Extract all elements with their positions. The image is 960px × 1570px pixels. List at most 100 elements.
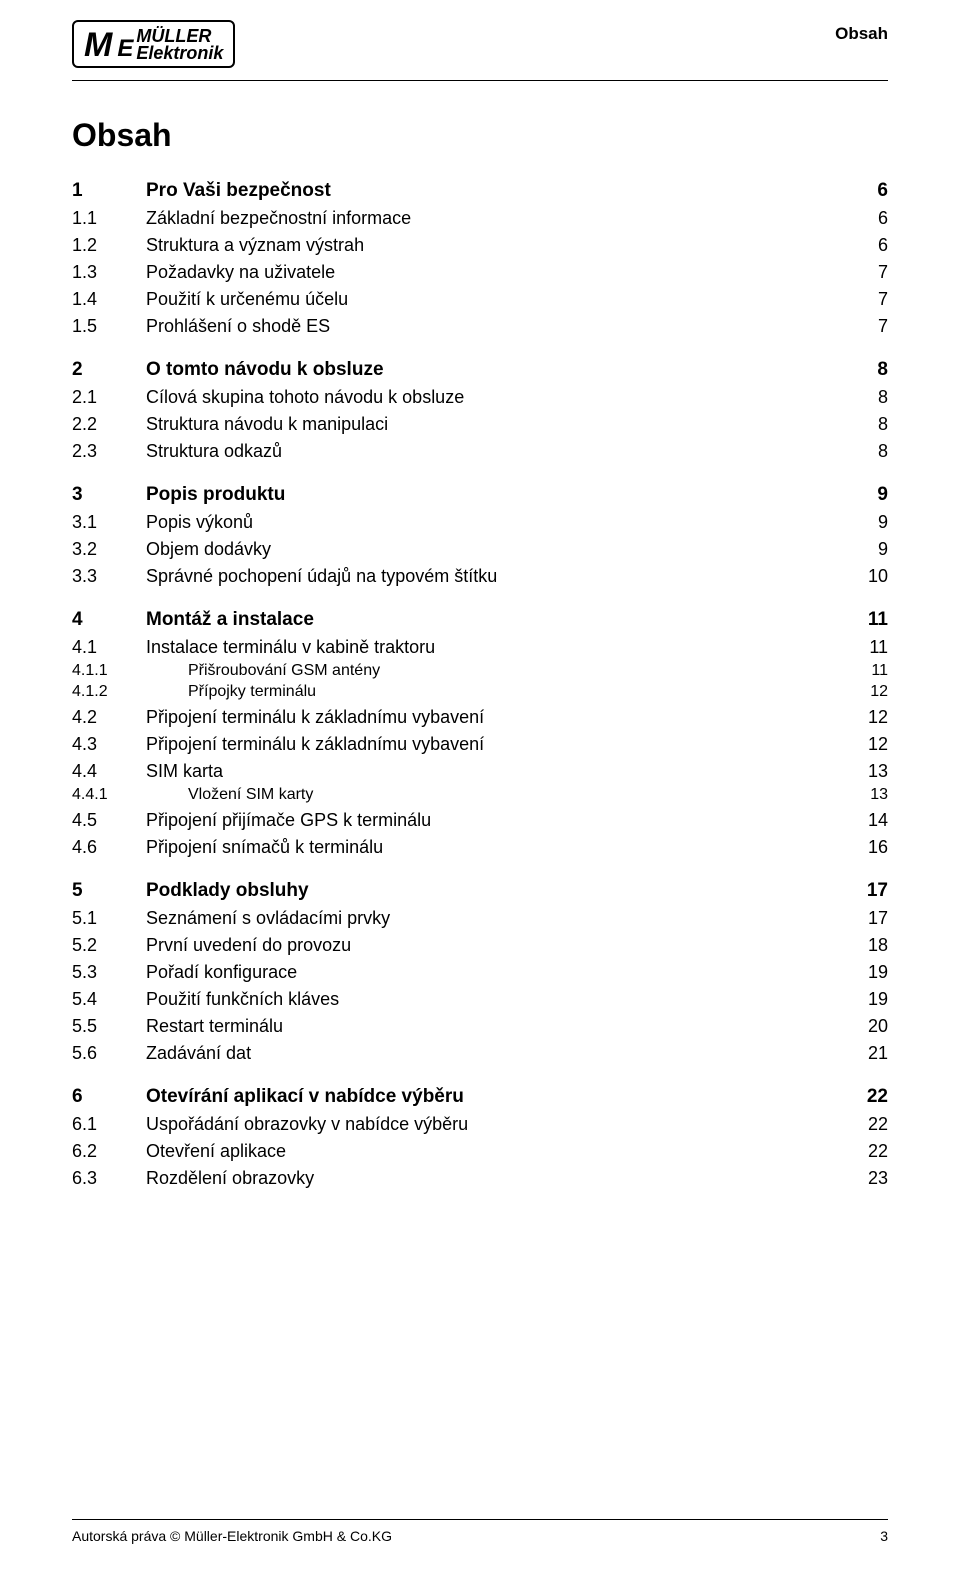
toc-row: 4.4.1Vložení SIM karty 13 xyxy=(72,786,888,804)
toc-page: 11 xyxy=(848,637,888,658)
logo-letter-e: E xyxy=(117,37,132,61)
toc-page: 11 xyxy=(848,609,888,631)
toc-title: Otevření aplikace xyxy=(146,1141,286,1161)
toc-page: 23 xyxy=(848,1168,888,1189)
toc-number: 2.3 xyxy=(72,441,146,462)
toc-number: 4.5 xyxy=(72,810,146,831)
toc-row: 4.2Připojení terminálu k základnímu vyba… xyxy=(72,707,888,728)
toc-page: 8 xyxy=(848,387,888,408)
toc-title: Vložení SIM karty xyxy=(146,786,313,804)
toc-page: 14 xyxy=(848,810,888,831)
toc-entry-left: 5.1Seznámení s ovládacími prvky xyxy=(72,908,390,929)
toc-number: 4.1.1 xyxy=(72,662,146,680)
toc-entry-left: 4.1.1Přišroubování GSM antény xyxy=(72,662,380,680)
toc-number: 5.5 xyxy=(72,1016,146,1037)
toc-title: Podklady obsluhy xyxy=(146,880,309,901)
toc-title: Pro Vaši bezpečnost xyxy=(146,180,331,201)
footer-row: Autorská práva © Müller-Elektronik GmbH … xyxy=(72,1528,888,1544)
toc-row: 1.2Struktura a význam výstrah6 xyxy=(72,235,888,256)
toc-number: 1.5 xyxy=(72,316,146,337)
toc-entry-left: 4.1.2Přípojky terminálu xyxy=(72,683,316,701)
toc-title: Restart terminálu xyxy=(146,1016,283,1036)
toc-row: 5.2První uvedení do provozu 18 xyxy=(72,935,888,956)
toc-title: Připojení snímačů k terminálu xyxy=(146,837,383,857)
toc-row: 4Montáž a instalace11 xyxy=(72,609,888,631)
toc-entry-left: 2O tomto návodu k obsluze xyxy=(72,359,384,381)
toc-entry-left: 6Otevírání aplikací v nabídce výběru xyxy=(72,1086,464,1108)
toc-page: 8 xyxy=(848,359,888,381)
toc-number: 6.3 xyxy=(72,1168,146,1189)
toc-row: 4.1.2Přípojky terminálu12 xyxy=(72,683,888,701)
toc-entry-left: 3.1Popis výkonů xyxy=(72,512,253,533)
toc-title: Objem dodávky xyxy=(146,539,271,559)
toc-row: 3.3Správné pochopení údajů na typovém št… xyxy=(72,566,888,587)
toc-page: 8 xyxy=(848,441,888,462)
toc-page: 9 xyxy=(848,512,888,533)
toc-row: 4.1Instalace terminálu v kabině traktoru… xyxy=(72,637,888,658)
toc-number: 5.4 xyxy=(72,989,146,1010)
toc-number: 3.3 xyxy=(72,566,146,587)
toc-row: 1.4Použití k určenému účelu7 xyxy=(72,289,888,310)
toc-title: Základní bezpečnostní informace xyxy=(146,208,411,228)
toc-entry-left: 5.2První uvedení do provozu xyxy=(72,935,351,956)
header-section-label: Obsah xyxy=(835,20,888,44)
toc-page: 13 xyxy=(848,786,888,804)
toc-title: Seznámení s ovládacími prvky xyxy=(146,908,390,928)
toc-number: 5.3 xyxy=(72,962,146,983)
toc-title: Instalace terminálu v kabině traktoru xyxy=(146,637,435,657)
toc-page: 10 xyxy=(848,566,888,587)
toc-title: Popis produktu xyxy=(146,484,285,505)
toc-number: 2.1 xyxy=(72,387,146,408)
toc-row: 6.2Otevření aplikace22 xyxy=(72,1141,888,1162)
toc-row: 5Podklady obsluhy17 xyxy=(72,880,888,902)
toc-number: 2 xyxy=(72,359,146,381)
toc-row: 4.6Připojení snímačů k terminálu16 xyxy=(72,837,888,858)
toc-entry-left: 4.1Instalace terminálu v kabině traktoru xyxy=(72,637,435,658)
toc-entry-left: 4.4SIM karta xyxy=(72,761,223,782)
toc-number: 4.1.2 xyxy=(72,683,146,701)
toc-entry-left: 5.4Použití funkčních kláves xyxy=(72,989,339,1010)
toc-entry-left: 2.3Struktura odkazů xyxy=(72,441,282,462)
toc-row: 6Otevírání aplikací v nabídce výběru 22 xyxy=(72,1086,888,1108)
toc-title: Otevírání aplikací v nabídce výběru xyxy=(146,1086,464,1107)
toc-entry-left: 1Pro Vaši bezpečnost xyxy=(72,180,331,202)
page-footer: Autorská práva © Müller-Elektronik GmbH … xyxy=(0,1519,960,1544)
toc-title: Pořadí konfigurace xyxy=(146,962,297,982)
header-rule xyxy=(72,80,888,81)
table-of-contents: 1Pro Vaši bezpečnost 6 1.1Základní bezpečn… xyxy=(72,180,888,1189)
toc-page: 22 xyxy=(848,1141,888,1162)
toc-entry-left: 2.2Struktura návodu k manipulaci xyxy=(72,414,388,435)
toc-page: 7 xyxy=(848,262,888,283)
toc-page: 7 xyxy=(848,316,888,337)
toc-page: 8 xyxy=(848,414,888,435)
toc-page: 9 xyxy=(848,484,888,506)
toc-page: 18 xyxy=(848,935,888,956)
toc-number: 3.2 xyxy=(72,539,146,560)
toc-row: 2.1Cílová skupina tohoto návodu k obsluz… xyxy=(72,387,888,408)
toc-title: Použití k určenému účelu xyxy=(146,289,348,309)
toc-entry-left: 6.3Rozdělení obrazovky xyxy=(72,1168,314,1189)
toc-number: 3 xyxy=(72,484,146,506)
toc-entry-left: 1.4Použití k určenému účelu xyxy=(72,289,348,310)
toc-title: O tomto návodu k obsluze xyxy=(146,359,384,380)
page: M E MÜLLER Elektronik Obsah Obsah 1Pro V… xyxy=(0,0,960,1570)
toc-number: 5.1 xyxy=(72,908,146,929)
toc-entry-left: 1.1Základní bezpečnostní informace xyxy=(72,208,411,229)
toc-row: 1.1Základní bezpečnostní informace6 xyxy=(72,208,888,229)
toc-entry-left: 4.4.1Vložení SIM karty xyxy=(72,786,313,804)
toc-title: Správné pochopení údajů na typovém štítk… xyxy=(146,566,497,586)
toc-page: 19 xyxy=(848,989,888,1010)
toc-page: 6 xyxy=(848,180,888,202)
toc-page: 22 xyxy=(848,1086,888,1108)
toc-entry-left: 3.2Objem dodávky xyxy=(72,539,271,560)
toc-number: 4.3 xyxy=(72,734,146,755)
toc-number: 5.6 xyxy=(72,1043,146,1064)
toc-row: 1.5Prohlášení o shodě ES7 xyxy=(72,316,888,337)
toc-page: 12 xyxy=(848,734,888,755)
toc-number: 6.1 xyxy=(72,1114,146,1135)
toc-entry-left: 4.6Připojení snímačů k terminálu xyxy=(72,837,383,858)
toc-page: 12 xyxy=(848,707,888,728)
toc-number: 4.1 xyxy=(72,637,146,658)
toc-number: 4.2 xyxy=(72,707,146,728)
toc-entry-left: 4.2Připojení terminálu k základnímu vyba… xyxy=(72,707,484,728)
